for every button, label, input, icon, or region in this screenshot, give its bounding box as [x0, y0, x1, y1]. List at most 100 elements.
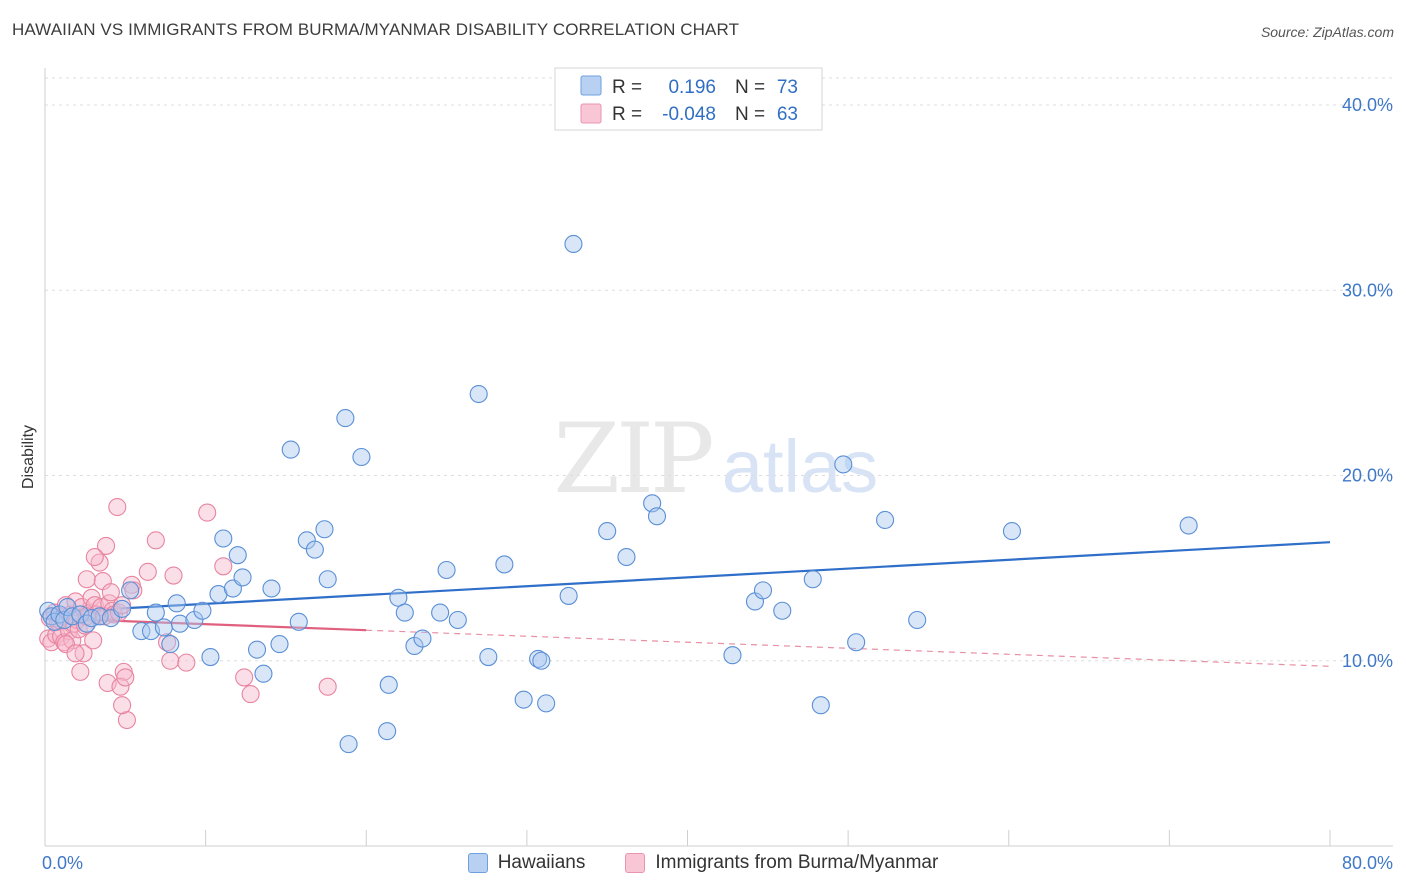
point-hawaiians[interactable]	[876, 510, 895, 530]
point-hawaiians[interactable]	[161, 635, 180, 654]
point-hawaiians[interactable]	[146, 603, 165, 622]
point-hawaiians[interactable]	[281, 440, 300, 459]
point-hawaiians[interactable]	[773, 601, 792, 620]
point-hawaiians[interactable]	[647, 507, 667, 526]
point-hawaiians[interactable]	[289, 612, 308, 631]
point-burma[interactable]	[235, 668, 254, 687]
point-hawaiians[interactable]	[378, 722, 397, 741]
point-burma[interactable]	[138, 562, 157, 581]
point-hawaiians[interactable]	[318, 570, 337, 589]
point-hawaiians[interactable]	[336, 409, 355, 428]
point-hawaiians[interactable]	[537, 694, 556, 713]
source-label[interactable]: Source: ZipAtlas.com	[1260, 24, 1394, 40]
legend-r-value-burma: -0.048	[662, 104, 716, 125]
legend-r-label-2: R =	[612, 104, 642, 125]
point-hawaiians[interactable]	[132, 622, 151, 641]
point-burma[interactable]	[146, 531, 165, 550]
point-hawaiians[interactable]	[1002, 522, 1022, 541]
point-burma[interactable]	[164, 566, 183, 585]
point-hawaiians[interactable]	[495, 555, 514, 574]
point-hawaiians[interactable]	[617, 547, 636, 567]
point-hawaiians[interactable]	[233, 568, 252, 587]
point-burma[interactable]	[117, 710, 136, 730]
series-legend: Hawaiians Immigrants from Burma/Myanmar	[0, 852, 1406, 874]
point-hawaiians[interactable]	[113, 599, 132, 618]
point-burma[interactable]	[116, 668, 135, 687]
point-hawaiians[interactable]	[803, 570, 822, 589]
legend-label-hawaiians: Hawaiians	[497, 852, 586, 873]
point-burma[interactable]	[77, 570, 96, 589]
point-hawaiians[interactable]	[437, 560, 456, 580]
point-hawaiians[interactable]	[228, 546, 247, 565]
point-hawaiians[interactable]	[379, 675, 398, 694]
point-hawaiians[interactable]	[564, 234, 583, 254]
point-hawaiians[interactable]	[201, 648, 220, 667]
point-hawaiians[interactable]	[753, 581, 773, 600]
legend-item-hawaiians[interactable]: Hawaiians	[467, 852, 586, 874]
point-burma[interactable]	[85, 547, 104, 567]
point-hawaiians[interactable]	[214, 529, 233, 548]
stats-legend: R = 0.196 N = 73 R = -0.048 N = 63	[554, 67, 823, 131]
point-hawaiians[interactable]	[532, 651, 551, 670]
legend-n-value-burma: 63	[777, 104, 798, 125]
point-hawaiians[interactable]	[39, 601, 58, 620]
point-hawaiians[interactable]	[395, 603, 414, 622]
point-burma[interactable]	[96, 536, 116, 555]
point-burma[interactable]	[66, 644, 85, 663]
point-hawaiians[interactable]	[270, 635, 289, 654]
point-hawaiians[interactable]	[167, 594, 186, 613]
point-burma[interactable]	[318, 677, 337, 696]
point-hawaiians[interactable]	[834, 455, 853, 474]
legend-item-burma[interactable]: Immigrants from Burma/Myanmar	[625, 852, 938, 874]
point-burma[interactable]	[158, 633, 177, 652]
point-burma[interactable]	[71, 662, 90, 681]
point-hawaiians[interactable]	[469, 384, 488, 404]
point-hawaiians[interactable]	[90, 607, 109, 626]
point-burma[interactable]	[113, 696, 132, 715]
point-hawaiians[interactable]	[352, 447, 371, 467]
x-axis-ticks	[44, 830, 1331, 846]
point-hawaiians[interactable]	[413, 629, 432, 648]
point-burma[interactable]	[214, 557, 233, 576]
point-burma[interactable]	[161, 651, 180, 670]
point-burma[interactable]	[111, 677, 130, 696]
point-hawaiians[interactable]	[1179, 516, 1198, 535]
watermark-zip: ZIP	[553, 403, 712, 515]
point-burma[interactable]	[198, 503, 217, 522]
point-hawaiians[interactable]	[479, 648, 498, 667]
point-hawaiians[interactable]	[529, 649, 548, 668]
point-hawaiians[interactable]	[170, 614, 189, 633]
y-tick-label: 20.0%	[1342, 466, 1393, 486]
point-hawaiians[interactable]	[448, 610, 467, 630]
point-hawaiians[interactable]	[121, 581, 140, 600]
point-burma[interactable]	[84, 631, 103, 650]
point-burma[interactable]	[177, 653, 196, 672]
point-hawaiians[interactable]	[811, 696, 830, 715]
point-hawaiians[interactable]	[154, 618, 173, 637]
point-burma[interactable]	[90, 553, 109, 572]
point-hawaiians[interactable]	[254, 664, 273, 683]
point-hawaiians[interactable]	[262, 579, 281, 598]
point-burma[interactable]	[101, 583, 120, 602]
point-hawaiians[interactable]	[431, 603, 450, 622]
point-burma[interactable]	[56, 635, 75, 654]
point-hawaiians[interactable]	[247, 640, 267, 659]
point-hawaiians[interactable]	[305, 540, 324, 559]
point-hawaiians[interactable]	[847, 633, 866, 652]
x-tick-label-start: 0.0%	[42, 853, 83, 873]
point-burma[interactable]	[241, 685, 260, 704]
point-hawaiians[interactable]	[908, 610, 927, 630]
watermark-atlas: atlas	[722, 425, 878, 508]
point-hawaiians[interactable]	[723, 646, 742, 665]
point-hawaiians[interactable]	[559, 586, 578, 605]
point-hawaiians[interactable]	[315, 520, 334, 539]
point-hawaiians[interactable]	[339, 735, 358, 754]
point-burma[interactable]	[108, 497, 127, 517]
x-tick-label-end: 80.0%	[1342, 853, 1393, 873]
point-hawaiians[interactable]	[514, 690, 533, 709]
point-hawaiians[interactable]	[71, 605, 90, 624]
point-hawaiians[interactable]	[193, 601, 212, 620]
point-hawaiians[interactable]	[598, 522, 617, 541]
y-axis-label: Disability	[20, 425, 37, 489]
